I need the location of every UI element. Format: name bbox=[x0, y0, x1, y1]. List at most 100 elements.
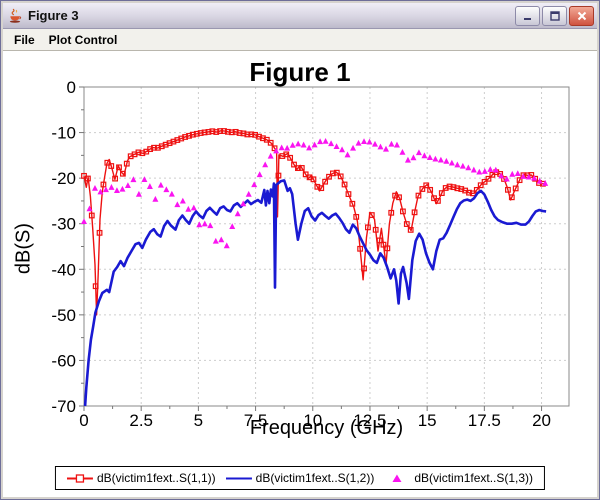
series-2-marker bbox=[91, 184, 98, 191]
series-2-marker bbox=[240, 200, 247, 207]
series-2-marker bbox=[454, 161, 461, 168]
menu-plot-control[interactable]: Plot Control bbox=[48, 32, 118, 47]
maximize-button[interactable] bbox=[542, 5, 567, 26]
series-0-marker bbox=[423, 182, 430, 189]
series-0-marker bbox=[224, 128, 231, 135]
legend-item: dB(victim1fext..S(1,3)) bbox=[384, 471, 533, 485]
series-0-marker bbox=[174, 137, 181, 143]
series-2-marker bbox=[119, 185, 126, 192]
title-bar[interactable]: Figure 3 bbox=[3, 3, 597, 29]
series-0-marker bbox=[419, 186, 426, 192]
series-0-marker bbox=[330, 170, 336, 177]
x-tick-label: 15 bbox=[418, 411, 437, 430]
series-2-marker bbox=[344, 151, 351, 158]
series-2-marker bbox=[273, 147, 280, 154]
series-2-marker bbox=[415, 149, 422, 156]
series-2-marker bbox=[525, 173, 532, 180]
series-2-marker bbox=[152, 195, 159, 202]
series-2-marker bbox=[86, 205, 93, 212]
x-tick-label: 12.5 bbox=[353, 411, 386, 430]
legend: dB(victim1fext..S(1,1)) dB(victim1fext..S… bbox=[54, 466, 546, 490]
series-2-marker bbox=[141, 176, 148, 183]
x-tick-label: 5 bbox=[194, 411, 203, 430]
series-2-marker bbox=[185, 205, 192, 212]
series-0-marker bbox=[333, 169, 340, 176]
series-0-marker bbox=[384, 245, 391, 252]
series-2-marker bbox=[234, 210, 241, 217]
series-0-marker bbox=[446, 183, 453, 190]
series-0-marker bbox=[322, 178, 329, 185]
series-0-line bbox=[83, 129, 547, 316]
y-tick-label: -20 bbox=[51, 169, 76, 188]
legend-label: dB(victim1fext..S(1,1)) bbox=[96, 471, 216, 485]
chart-title: Figure 1 bbox=[249, 57, 351, 87]
series-0-marker bbox=[407, 226, 414, 233]
series-2-marker bbox=[201, 220, 208, 227]
close-button[interactable] bbox=[569, 5, 594, 26]
series-0-marker bbox=[189, 131, 196, 138]
series-2-marker bbox=[251, 181, 258, 188]
series-0-marker bbox=[295, 165, 301, 172]
series-2-marker bbox=[306, 144, 313, 151]
legend-marker-icon bbox=[66, 473, 93, 483]
window-controls bbox=[515, 5, 594, 26]
series-0-marker bbox=[314, 183, 321, 190]
series-2-marker bbox=[509, 170, 516, 177]
series-0-marker bbox=[236, 130, 243, 136]
minimize-button[interactable] bbox=[515, 5, 540, 26]
series-2-marker bbox=[322, 137, 329, 144]
menu-file[interactable]: File bbox=[14, 32, 35, 47]
series-0-marker bbox=[139, 150, 146, 157]
legend-item: dB(victim1fext..S(1,2)) bbox=[225, 471, 375, 485]
series-2-marker bbox=[124, 182, 131, 189]
series-0-marker bbox=[287, 154, 294, 161]
series-2-marker bbox=[245, 190, 252, 197]
series-0-marker bbox=[100, 181, 107, 188]
series-1-line bbox=[83, 179, 547, 407]
series-2-marker bbox=[520, 173, 527, 179]
series-2-marker bbox=[81, 218, 87, 225]
series-2-marker bbox=[443, 157, 450, 164]
series-2-marker bbox=[163, 186, 170, 193]
series-2-marker bbox=[256, 171, 263, 178]
series-2-marker bbox=[97, 188, 104, 195]
series-0-marker bbox=[275, 172, 282, 179]
series-0-marker bbox=[337, 173, 344, 180]
series-0-marker bbox=[213, 129, 220, 135]
series-2-marker bbox=[476, 168, 483, 175]
series-0-marker bbox=[415, 192, 422, 199]
series-0-marker bbox=[427, 186, 434, 193]
series-0-marker bbox=[197, 130, 204, 136]
series-0-marker bbox=[88, 212, 95, 219]
series-0-marker bbox=[244, 131, 251, 138]
y-tick-label: -30 bbox=[51, 215, 76, 234]
y-tick-label: 0 bbox=[67, 78, 76, 97]
series-2-marker bbox=[295, 140, 302, 147]
series-0-marker bbox=[481, 178, 488, 185]
series-2-marker bbox=[278, 144, 285, 151]
series-0-marker bbox=[400, 208, 406, 215]
series-0-marker bbox=[298, 165, 305, 171]
series-2-marker bbox=[196, 221, 203, 228]
y-tick-label: -10 bbox=[51, 124, 76, 143]
series-0-marker bbox=[84, 175, 91, 182]
series-0-marker bbox=[182, 134, 189, 140]
series-2-marker bbox=[267, 152, 274, 159]
series-0-marker bbox=[485, 175, 492, 182]
legend-label: dB(victim1fext..S(1,2)) bbox=[255, 471, 375, 485]
series-2-marker bbox=[388, 140, 395, 147]
series-0-marker bbox=[248, 131, 255, 138]
series-2-marker bbox=[223, 242, 230, 249]
y-tick-label: -50 bbox=[51, 306, 76, 325]
series-0-marker bbox=[341, 181, 348, 188]
series-0-marker bbox=[92, 283, 99, 290]
series-2-marker bbox=[465, 164, 472, 171]
series-2-marker bbox=[503, 175, 510, 182]
series-0-marker bbox=[435, 197, 441, 204]
series-0-marker bbox=[353, 213, 360, 220]
series-0-marker bbox=[267, 139, 274, 146]
series-2-marker bbox=[350, 144, 357, 151]
series-0-marker bbox=[217, 128, 224, 134]
series-0-marker bbox=[271, 145, 278, 152]
series-2-marker bbox=[514, 170, 521, 177]
